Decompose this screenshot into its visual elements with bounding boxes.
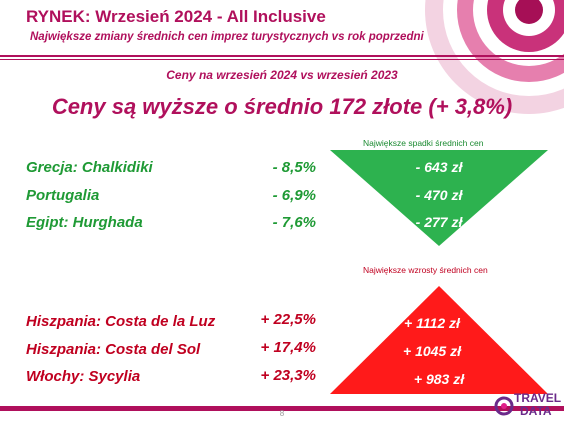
section-title: Ceny na wrzesień 2024 vs wrzesień 2023 xyxy=(166,68,398,82)
decrease-row-3-name: Egipt: Hurghada xyxy=(26,214,143,231)
headline: Ceny są wyższe o średnio 172 złote (+ 3,… xyxy=(51,94,513,119)
increase-row-3-name: Włochy: Sycylia xyxy=(26,368,141,385)
increase-row-1-pct: + 22,5% xyxy=(260,311,316,328)
decreases-triangle xyxy=(330,150,548,246)
decrease-row-1-name: Grecja: Chalkidiki xyxy=(26,159,153,176)
increase-row-1-name: Hiszpania: Costa de la Luz xyxy=(26,313,216,330)
increases-triangle xyxy=(330,286,548,394)
decrease-row-2-amount: - 470 zł xyxy=(415,187,463,203)
page-title: RYNEK: Wrzesień 2024 - All Inclusive xyxy=(26,7,326,26)
increase-row-2-amount: + 1045 zł xyxy=(403,343,461,359)
increase-row-3-pct: + 23,3% xyxy=(260,367,316,384)
increase-row-3-amount: + 983 zł xyxy=(413,371,465,387)
header-divider xyxy=(0,55,564,57)
increase-row-1-amount: + 1112 zł xyxy=(404,315,460,331)
decrease-row-3-pct: - 7,6% xyxy=(272,214,316,231)
logo-mark-icon xyxy=(494,396,514,416)
footer-bar xyxy=(0,406,564,411)
increase-row-2-name: Hiszpania: Costa del Sol xyxy=(26,341,201,358)
decrease-row-3-amount: - 277 zł xyxy=(415,214,463,230)
decrease-row-2-name: Portugalia xyxy=(26,187,100,204)
decreases-label: Największe spadki średnich cen xyxy=(363,138,484,148)
decrease-row-1-amount: - 643 zł xyxy=(415,159,463,175)
target-decoration xyxy=(425,0,564,114)
increase-row-2-pct: + 17,4% xyxy=(260,339,316,356)
logo-text-travel: TRAVEL xyxy=(514,391,562,405)
decrease-row-1-pct: - 8,5% xyxy=(272,159,316,176)
increases-label: Największe wzrosty średnich cen xyxy=(363,265,488,275)
logo-text-data: DATA xyxy=(520,404,552,418)
page-number: 8 xyxy=(279,409,285,418)
decrease-row-2-pct: - 6,9% xyxy=(272,187,316,204)
travel-data-logo: TRAVEL DATA xyxy=(494,390,562,422)
header-divider-thin xyxy=(0,59,564,60)
page-subtitle: Największe zmiany średnich cen imprez tu… xyxy=(30,31,424,43)
